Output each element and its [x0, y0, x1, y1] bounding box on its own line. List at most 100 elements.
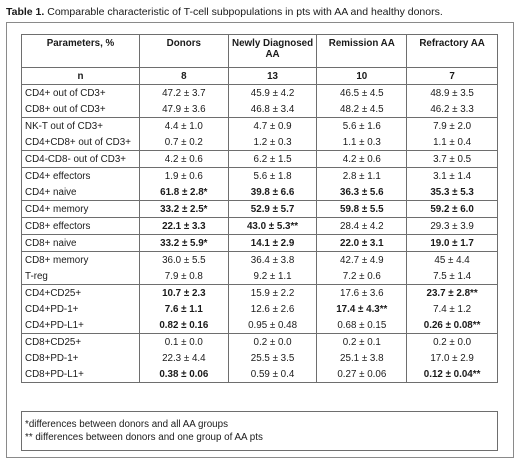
- caption-label: Table 1.: [6, 6, 45, 18]
- row-value: 9.2 ± 1.1: [227, 268, 318, 285]
- table-row: CD8+PD-L1+ 0.38 ± 0.06 0.59 ± 0.4 0.27 ± 0.…: [21, 366, 498, 383]
- table-body: CD4+ out of CD3+ 47.2 ± 3.7 45.9 ± 4.2 46.5…: [21, 84, 498, 383]
- n-newly-diagnosed: 13: [227, 67, 318, 85]
- row-value: 25.5 ± 3.5: [227, 350, 318, 366]
- row-parameter: CD4+ out of CD3+: [21, 84, 140, 101]
- table-row: CD4-CD8- out of CD3+ 4.2 ± 0.6 6.2 ± 1.5 4.…: [21, 150, 498, 168]
- row-value: 17.0 ± 2.9: [406, 350, 498, 366]
- row-value: 48.2 ± 4.5: [316, 101, 408, 118]
- row-value: 7.6 ± 1.1: [138, 301, 229, 317]
- row-value: 22.0 ± 3.1: [316, 234, 408, 252]
- row-value: 7.4 ± 1.2: [406, 301, 498, 317]
- table-row: CD4+ out of CD3+ 47.2 ± 3.7 45.9 ± 4.2 46.5…: [21, 84, 498, 101]
- header-row: Parameters, % Donors Newly Diagnosed AA …: [21, 34, 498, 68]
- row-value: 25.1 ± 3.8: [316, 350, 408, 366]
- row-value: 28.4 ± 4.2: [316, 217, 408, 235]
- row-value: 19.0 ± 1.7: [406, 234, 498, 252]
- row-value: 0.27 ± 0.06: [316, 366, 408, 383]
- row-value: 52.9 ± 5.7: [227, 200, 318, 218]
- row-value: 4.4 ± 1.0: [138, 117, 229, 134]
- row-value: 7.9 ± 0.8: [138, 268, 229, 285]
- row-parameter: CD4+CD25+: [21, 284, 140, 301]
- row-value: 0.82 ± 0.16: [138, 317, 229, 334]
- row-value: 0.59 ± 0.4: [227, 366, 318, 383]
- table-row: CD8+PD-1+ 22.3 ± 4.4 25.5 ± 3.5 25.1 ± 3.8 1…: [21, 350, 498, 366]
- row-value: 36.0 ± 5.5: [138, 251, 229, 268]
- table-row: CD4+CD25+ 10.7 ± 2.3 15.9 ± 2.2 17.6 ± 3.6 2…: [21, 284, 498, 301]
- table-frame: Parameters, % Donors Newly Diagnosed AA …: [6, 22, 514, 458]
- row-value: 10.7 ± 2.3: [138, 284, 229, 301]
- header-refractory: Refractory AA: [406, 34, 498, 68]
- row-value: 1.9 ± 0.6: [138, 167, 229, 184]
- row-value: 59.2 ± 6.0: [406, 200, 498, 218]
- n-refractory: 7: [406, 67, 498, 85]
- row-value: 4.2 ± 0.6: [316, 150, 408, 168]
- header-newly-diagnosed: Newly Diagnosed AA: [227, 34, 318, 68]
- row-value: 47.9 ± 3.6: [138, 101, 229, 118]
- row-value: 46.8 ± 3.4: [227, 101, 318, 118]
- table-head: Parameters, % Donors Newly Diagnosed AA …: [21, 34, 498, 85]
- row-parameter: CD8+ out of CD3+: [21, 101, 140, 118]
- row-parameter: NK-T out of CD3+: [21, 117, 140, 134]
- row-parameter: CD8+ effectors: [21, 217, 140, 235]
- row-value: 0.26 ± 0.08**: [406, 317, 498, 334]
- row-value: 17.4 ± 4.3**: [316, 301, 408, 317]
- row-parameter: CD4+ memory: [21, 200, 140, 218]
- header-remission: Remission AA: [316, 34, 408, 68]
- header-donors: Donors: [138, 34, 229, 68]
- table-row: CD8+ out of CD3+ 47.9 ± 3.6 46.8 ± 3.4 48.2…: [21, 101, 498, 118]
- row-value: 46.5 ± 4.5: [316, 84, 408, 101]
- row-value: 0.1 ± 0.0: [138, 333, 229, 350]
- row-value: 3.7 ± 0.5: [406, 150, 498, 168]
- row-value: 17.6 ± 3.6: [316, 284, 408, 301]
- row-value: 0.2 ± 0.1: [316, 333, 408, 350]
- row-value: 15.9 ± 2.2: [227, 284, 318, 301]
- row-value: 42.7 ± 4.9: [316, 251, 408, 268]
- row-value: 43.0 ± 5.3**: [227, 217, 318, 235]
- row-value: 0.38 ± 0.06: [138, 366, 229, 383]
- row-parameter: T-reg: [21, 268, 140, 285]
- row-value: 45.9 ± 4.2: [227, 84, 318, 101]
- row-parameter: CD4-CD8- out of CD3+: [21, 150, 140, 168]
- table-row: CD4+PD-L1+ 0.82 ± 0.16 0.95 ± 0.48 0.68 ± 0…: [21, 317, 498, 334]
- row-value: 5.6 ± 1.8: [227, 167, 318, 184]
- table-row: T-reg 7.9 ± 0.8 9.2 ± 1.1 7.2 ± 0.6 7.5 ± 1.…: [21, 268, 498, 285]
- row-value: 29.3 ± 3.9: [406, 217, 498, 235]
- row-value: 0.95 ± 0.48: [227, 317, 318, 334]
- row-value: 48.9 ± 3.5: [406, 84, 498, 101]
- n-row: n 8 13 10 7: [21, 67, 498, 85]
- row-parameter: CD4+PD-L1+: [21, 317, 140, 334]
- table-row: CD8+ effectors 22.1 ± 3.3 43.0 ± 5.3** 28.4…: [21, 217, 498, 235]
- table-row: CD8+ naive 33.2 ± 5.9* 14.1 ± 2.9 22.0 ± 3.…: [21, 234, 498, 252]
- footnote-double-star: ** differences between donors and one gr…: [25, 432, 263, 443]
- row-value: 4.7 ± 0.9: [227, 117, 318, 134]
- row-value: 0.12 ± 0.04**: [406, 366, 498, 383]
- row-value: 7.5 ± 1.4: [406, 268, 498, 285]
- row-parameter: CD8+PD-L1+: [21, 366, 140, 383]
- table-row: CD4+PD-1+ 7.6 ± 1.1 12.6 ± 2.6 17.4 ± 4.3**…: [21, 301, 498, 317]
- row-value: 3.1 ± 1.4: [406, 167, 498, 184]
- row-parameter: CD4+ naive: [21, 184, 140, 201]
- row-parameter: CD4+CD8+ out of CD3+: [21, 134, 140, 151]
- caption-text: Comparable characteristic of T-cell subp…: [44, 6, 443, 18]
- row-parameter: CD8+ memory: [21, 251, 140, 268]
- row-value: 7.9 ± 2.0: [406, 117, 498, 134]
- table-row: NK-T out of CD3+ 4.4 ± 1.0 4.7 ± 0.9 5.6 ± …: [21, 117, 498, 134]
- row-value: 1.1 ± 0.3: [316, 134, 408, 151]
- table-row: CD4+ naive 61.8 ± 2.8* 39.8 ± 6.6 36.3 ± 5.…: [21, 184, 498, 201]
- row-value: 45 ± 4.4: [406, 251, 498, 268]
- row-parameter: CD4+ effectors: [21, 167, 140, 184]
- table-row: CD4+CD8+ out of CD3+ 0.7 ± 0.2 1.2 ± 0.3 1.…: [21, 134, 498, 151]
- row-parameter: CD8+ naive: [21, 234, 140, 252]
- n-donors: 8: [138, 67, 229, 85]
- footnote-single-star: *differences between donors and all AA g…: [25, 419, 228, 430]
- row-value: 36.3 ± 5.6: [316, 184, 408, 201]
- row-parameter: CD4+PD-1+: [21, 301, 140, 317]
- row-value: 0.7 ± 0.2: [138, 134, 229, 151]
- row-value: 36.4 ± 3.8: [227, 251, 318, 268]
- row-value: 14.1 ± 2.9: [227, 234, 318, 252]
- row-value: 0.68 ± 0.15: [316, 317, 408, 334]
- row-value: 22.1 ± 3.3: [138, 217, 229, 235]
- row-value: 0.2 ± 0.0: [406, 333, 498, 350]
- row-value: 4.2 ± 0.6: [138, 150, 229, 168]
